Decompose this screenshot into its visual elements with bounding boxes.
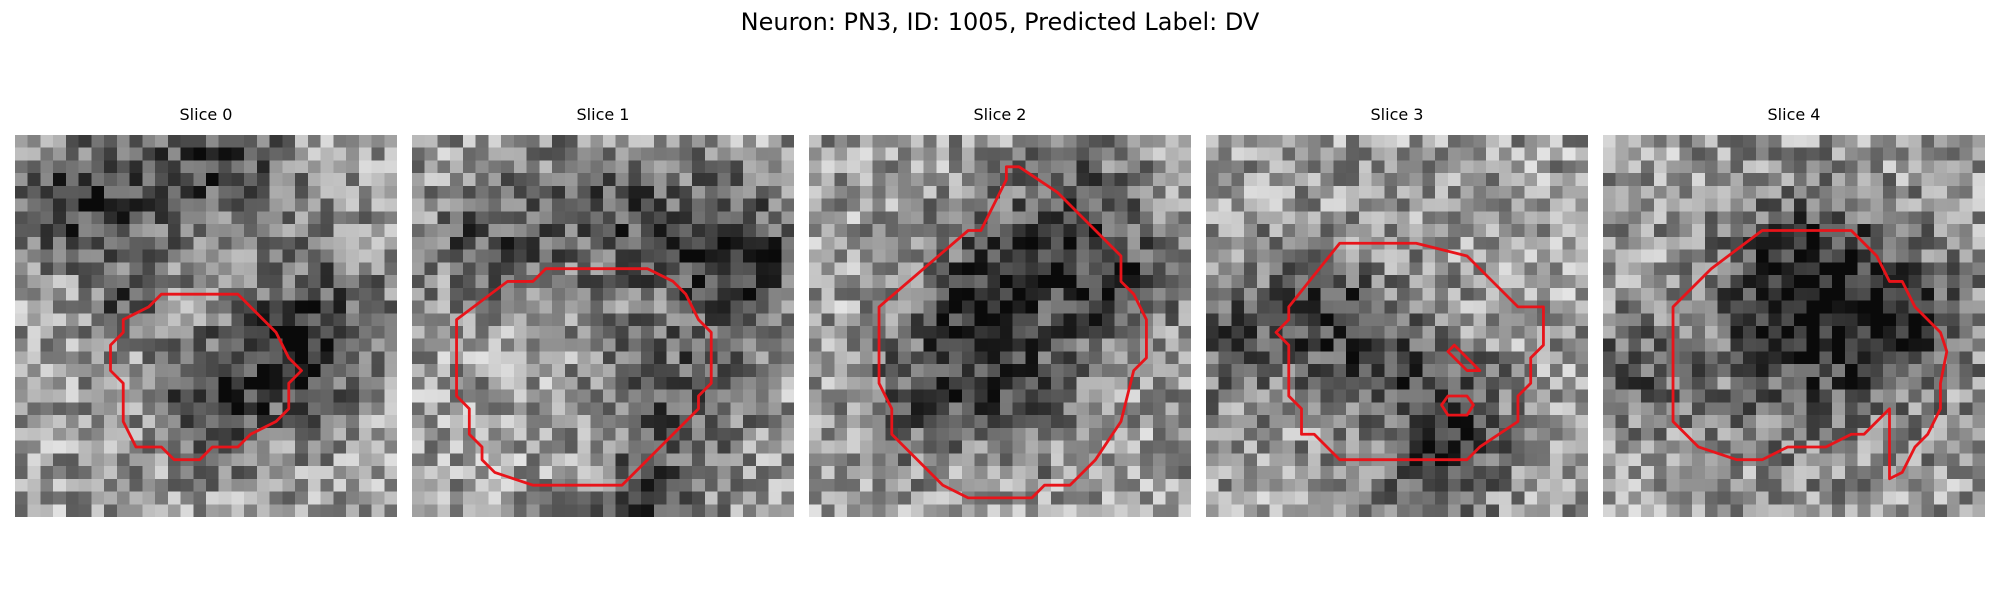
slice-title: Slice 3 bbox=[1370, 105, 1424, 124]
pixel-grid bbox=[1206, 135, 1588, 517]
slice-image bbox=[412, 135, 794, 517]
slice-title: Slice 1 bbox=[576, 105, 630, 124]
segmentation-contour bbox=[1274, 241, 1545, 462]
segmentation-contour bbox=[1440, 394, 1475, 417]
slice-title: Slice 4 bbox=[1767, 105, 1821, 124]
segmentation-contour bbox=[1671, 229, 1949, 481]
slice-title: Slice 2 bbox=[973, 105, 1027, 124]
pixel-grid bbox=[412, 135, 794, 517]
slice-title: Slice 0 bbox=[179, 105, 233, 124]
figure-title: Neuron: PN3, ID: 1005, Predicted Label: … bbox=[740, 8, 1260, 36]
slice-image bbox=[15, 135, 397, 517]
pixel-grid bbox=[809, 135, 1191, 517]
slice-image bbox=[809, 135, 1191, 517]
segmentation-contour bbox=[455, 267, 713, 487]
pixel-grid bbox=[15, 135, 397, 517]
pixel-grid bbox=[1603, 135, 1985, 517]
slice-image bbox=[1603, 135, 1985, 517]
segmentation-contour bbox=[109, 292, 303, 462]
segmentation-contour bbox=[877, 165, 1148, 500]
segmentation-contour bbox=[1446, 343, 1482, 372]
slice-image bbox=[1206, 135, 1588, 517]
